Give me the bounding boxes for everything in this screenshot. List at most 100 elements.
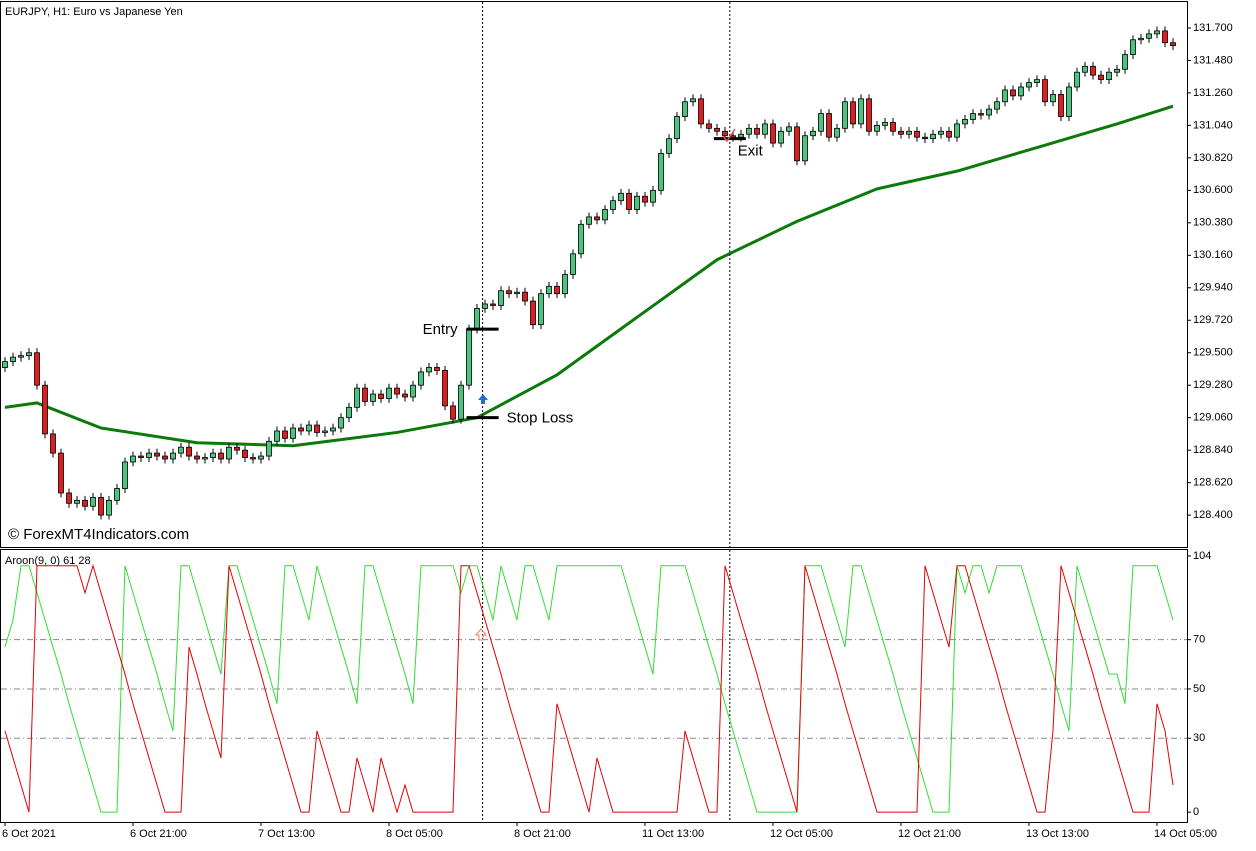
candle-body: [98, 496, 104, 516]
candle-body: [970, 113, 976, 120]
candle-body: [330, 427, 336, 432]
candle-body: [266, 440, 272, 457]
annotation-label: Entry: [423, 321, 459, 338]
candle-body: [1106, 71, 1112, 81]
x-tick-label: 7 Oct 13:00: [258, 828, 315, 840]
candle-body: [914, 130, 920, 138]
candle-body: [738, 133, 744, 138]
chart-title: EURJPY, H1: Euro vs Japanese Yen: [5, 6, 183, 18]
candle-body: [258, 455, 264, 460]
candle-body: [402, 393, 408, 398]
candle-body: [1074, 71, 1080, 88]
x-tick-label: 11 Oct 13:00: [642, 828, 704, 840]
candle-body: [130, 455, 136, 463]
candle-body: [562, 274, 568, 295]
candle-body: [538, 293, 544, 326]
candle-body: [938, 130, 944, 135]
candle-body: [506, 290, 512, 295]
candle-body: [1154, 30, 1160, 35]
candle-body: [994, 101, 1000, 110]
candle-body: [1002, 89, 1008, 103]
candle-body: [602, 209, 608, 221]
y-tick-label: 131.700: [1193, 22, 1233, 34]
y-tick-label: 131.040: [1193, 119, 1233, 131]
candle-body: [34, 352, 40, 386]
candle-body: [338, 417, 344, 429]
aroon-line: [4, 565, 1174, 813]
candle-body: [66, 492, 72, 504]
candle-body: [594, 216, 600, 221]
candle-body: [514, 291, 520, 295]
candle-body: [362, 387, 368, 402]
candle-body: [322, 430, 328, 433]
candle-body: [170, 452, 176, 460]
x-tick-label: 13 Oct 13:00: [1026, 828, 1089, 840]
candle-body: [450, 405, 456, 420]
candle-body: [138, 455, 144, 458]
candle-body: [778, 130, 784, 144]
annotation-label: Exit: [738, 143, 764, 160]
candle-body: [530, 300, 536, 326]
candle-body: [290, 427, 296, 439]
signal-arrow: [474, 628, 488, 641]
candle-body: [658, 153, 664, 191]
candle-body: [698, 98, 704, 125]
moving-average: [4, 104, 1174, 448]
candle-body: [674, 116, 680, 140]
x-tick-label: 6 Oct 2021: [2, 828, 56, 840]
candle-body: [842, 101, 848, 129]
candle-body: [978, 113, 984, 116]
candle-body: [962, 119, 968, 125]
candle-body: [226, 446, 232, 460]
candle-body: [154, 452, 160, 457]
y-tick-label: 30: [1193, 732, 1205, 744]
candle-body: [722, 130, 728, 137]
candle-body: [746, 127, 752, 135]
candle-body: [210, 452, 216, 458]
candle-body: [714, 127, 720, 132]
candle-body: [1026, 82, 1032, 88]
candle-body: [522, 291, 528, 302]
y-tick-label: 129.940: [1193, 282, 1233, 294]
candle-body: [314, 424, 320, 433]
candle-body: [18, 355, 24, 358]
y-tick-label: 129.060: [1193, 412, 1233, 424]
candle-body: [650, 189, 656, 203]
candle-body: [282, 430, 288, 439]
candle-body: [2, 361, 8, 368]
x-tick-label: 6 Oct 21:00: [130, 828, 187, 840]
candle-body: [834, 127, 840, 138]
candle-body: [1090, 65, 1096, 76]
candle-body: [1114, 68, 1120, 73]
candle-body: [250, 457, 256, 460]
candle-body: [386, 387, 392, 399]
candle-body: [850, 101, 856, 125]
candle-body: [82, 499, 88, 507]
candle-body: [786, 126, 792, 132]
candle-body: [50, 433, 56, 454]
x-tick-label: 8 Oct 05:00: [386, 828, 443, 840]
candle-body: [418, 371, 424, 386]
candle-body: [1162, 30, 1168, 44]
candle-body: [106, 499, 112, 516]
y-tick-label: 131.260: [1193, 87, 1233, 99]
candle-body: [410, 384, 416, 398]
y-tick-label: 129.720: [1193, 314, 1233, 326]
candle-body: [426, 367, 432, 373]
candle-body: [26, 352, 32, 357]
x-tick-label: 14 Oct 05:00: [1154, 828, 1217, 840]
y-tick-label: 130.160: [1193, 249, 1233, 261]
candle-body: [866, 98, 872, 132]
candle-body: [874, 124, 880, 132]
y-tick-label: 130.820: [1193, 152, 1233, 164]
candle-body: [1146, 33, 1152, 39]
candle-body: [762, 123, 768, 135]
candle-body: [146, 452, 152, 458]
candle-body: [1010, 89, 1016, 97]
candle-body: [586, 216, 592, 225]
candle-body: [90, 496, 96, 507]
candle-body: [242, 449, 248, 458]
candle-body: [634, 195, 640, 210]
candle-body: [1122, 54, 1128, 70]
candle-body: [898, 130, 904, 135]
